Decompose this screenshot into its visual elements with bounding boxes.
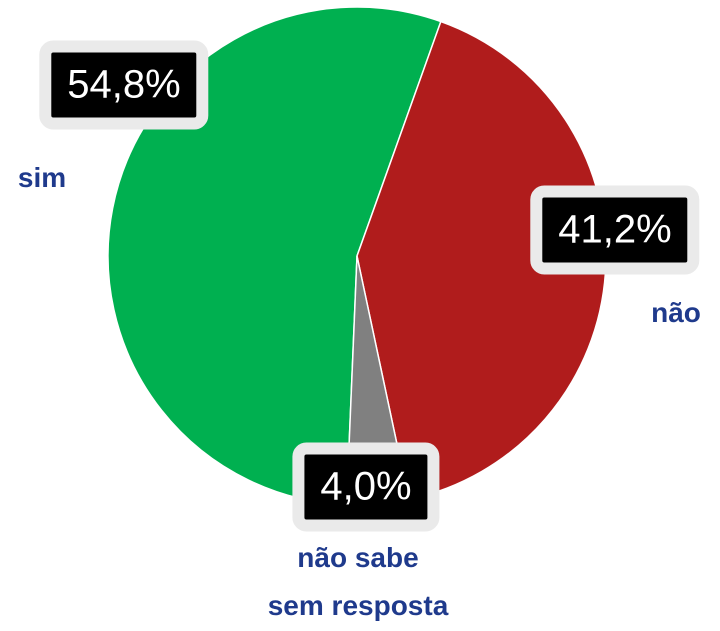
value-label: 41,2%	[530, 185, 700, 275]
value-label: 54,8%	[39, 40, 209, 130]
pie-slice	[107, 6, 442, 506]
category-label: sim	[17, 162, 67, 193]
category-label: não	[651, 297, 701, 328]
category-label: não sabe sem resposta	[267, 542, 449, 621]
value-label: 4,0%	[292, 442, 440, 532]
